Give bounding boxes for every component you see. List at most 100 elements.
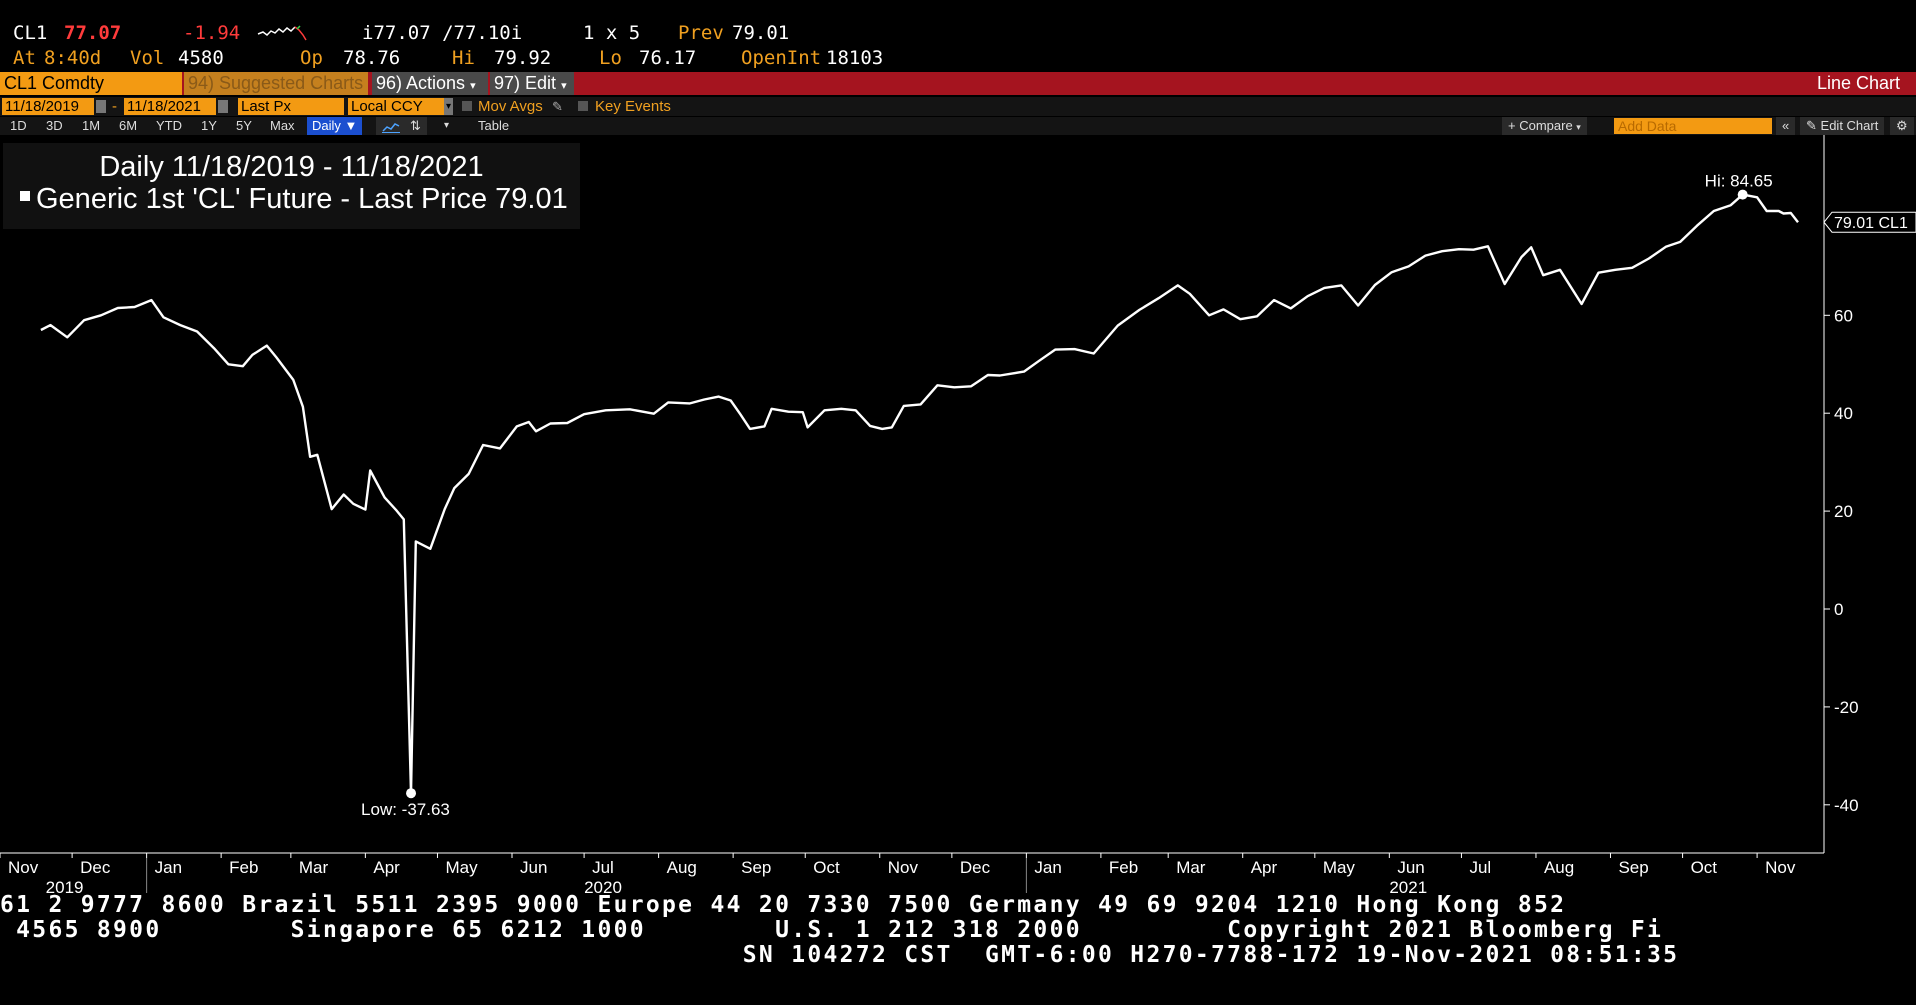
footer-line-2: 4565 8900 Singapore 65 6212 1000 U.S. 1 …: [0, 917, 1664, 943]
period-ytd[interactable]: YTD: [156, 118, 182, 133]
y-tick-label: -40: [1834, 796, 1859, 815]
mov-avgs-checkbox[interactable]: [462, 101, 472, 111]
quote-size: 1 x 5: [583, 22, 641, 44]
vol-label: Vol: [130, 47, 165, 69]
quote-header: CL1 77.07 -1.94 i77.07 /77.10i 1 x 5 Pre…: [0, 0, 1916, 72]
price-field[interactable]: Last Px: [238, 98, 344, 115]
chevron-down-icon[interactable]: ▾: [444, 120, 450, 131]
quote-time: 8:40d: [44, 47, 102, 69]
key-events-label: Key Events: [595, 98, 671, 115]
collapse-icon[interactable]: «: [1776, 117, 1796, 135]
quote-bid-ask: i77.07 /77.10i: [362, 22, 523, 44]
calendar-icon[interactable]: [96, 100, 106, 113]
low-marker: [406, 788, 417, 799]
x-tick-label: Aug: [1544, 858, 1574, 877]
add-data-input[interactable]: Add Data: [1614, 118, 1772, 134]
year-label: 2019: [46, 878, 84, 893]
period-1y[interactable]: 1Y: [201, 118, 217, 133]
chart-settings-row: 11/18/2019 - 11/18/2021 Last Px Local CC…: [0, 97, 1916, 116]
x-tick-label: Nov: [888, 858, 919, 877]
y-tick-label: 20: [1834, 502, 1853, 521]
y-tick-label: 40: [1834, 404, 1853, 423]
edit-menu[interactable]: 97) Edit ▾: [490, 72, 574, 95]
x-tick-label: May: [445, 858, 478, 877]
candle-chart-icon[interactable]: ⇅: [404, 117, 427, 135]
frequency-select[interactable]: Daily ▼: [307, 117, 363, 135]
legend-series-label: Generic 1st 'CL' Future - Last Price 79.…: [36, 183, 568, 215]
footer-line-1: 61 2 9777 8600 Brazil 5511 2395 9000 Eur…: [0, 892, 1567, 918]
x-tick-label: May: [1323, 858, 1356, 877]
legend-series: Generic 1st 'CL' Future - Last Price 79.…: [20, 183, 568, 216]
x-tick-label: Jul: [592, 858, 614, 877]
sparkline-icon: [257, 25, 307, 41]
x-tick-label: Nov: [1765, 858, 1796, 877]
x-tick-label: Jun: [520, 858, 547, 877]
key-events-checkbox[interactable]: [578, 101, 588, 111]
period-1m[interactable]: 1M: [82, 118, 101, 133]
quote-openint: 18103: [826, 47, 884, 69]
currency-field[interactable]: Local CCY: [348, 98, 444, 115]
hi-marker: [1737, 189, 1748, 200]
function-bar: CL1 Comdty 94) Suggested Charts 96) Acti…: [0, 72, 1916, 95]
quote-ticker: CL1: [13, 22, 48, 44]
gear-icon[interactable]: ⚙: [1890, 117, 1914, 135]
frequency-label: Daily: [312, 118, 341, 133]
compare-button[interactable]: + Compare ▾: [1502, 117, 1587, 135]
date-separator: -: [112, 98, 117, 115]
chart-legend: Daily 11/18/2019 - 11/18/2021 Generic 1s…: [3, 143, 580, 229]
x-tick-label: Sep: [1618, 858, 1648, 877]
table-button[interactable]: Table: [478, 118, 510, 133]
period-5y[interactable]: 5Y: [236, 118, 252, 133]
security-field[interactable]: CL1 Comdty: [0, 72, 182, 95]
actions-label: 96) Actions: [376, 73, 466, 93]
x-tick-label: Mar: [1176, 858, 1206, 877]
quote-op: 78.76: [343, 47, 401, 69]
period-max[interactable]: Max: [270, 118, 295, 133]
quote-vol: 4580: [178, 47, 224, 69]
period-3d[interactable]: 3D: [46, 118, 63, 133]
chevron-down-icon: ▾: [561, 80, 567, 92]
pencil-icon[interactable]: ✎: [552, 99, 563, 114]
end-date-field[interactable]: 11/18/2021: [124, 98, 216, 115]
x-tick-label: Jun: [1397, 858, 1424, 877]
lo-label: Lo: [599, 47, 622, 69]
x-tick-label: Jan: [1034, 858, 1061, 877]
edit-label: 97) Edit: [494, 73, 557, 93]
suggested-charts-button[interactable]: 94) Suggested Charts: [184, 72, 368, 95]
y-tick-label: -20: [1834, 698, 1859, 717]
quote-last: 77.07: [64, 22, 122, 44]
price-chart[interactable]: -40 -20 0 20 40 60 Nov Dec Jan Feb Mar Apr May Jun Jul…: [0, 135, 1916, 893]
quote-hi: 79.92: [494, 47, 552, 69]
x-tick-label: Apr: [373, 858, 400, 877]
op-label: Op: [300, 47, 323, 69]
line-chart-icon[interactable]: [376, 117, 406, 135]
x-tick-label: Sep: [741, 858, 771, 877]
calendar-icon[interactable]: [218, 100, 228, 113]
last-price-tag-label: 79.01 CL1: [1834, 215, 1908, 232]
x-tick-label: Dec: [80, 858, 111, 877]
x-tick-label: Jan: [155, 858, 182, 877]
chevron-down-icon: ▾: [470, 80, 476, 92]
y-tick-label: 60: [1834, 306, 1853, 325]
hi-label: Hi: 84.65: [1705, 172, 1773, 191]
period-1d[interactable]: 1D: [10, 118, 27, 133]
x-tick-label: Feb: [1109, 858, 1138, 877]
year-label: 2021: [1389, 878, 1427, 893]
x-tick-label: Dec: [960, 858, 991, 877]
start-date-field[interactable]: 11/18/2019: [2, 98, 94, 115]
series-color-swatch: [20, 191, 30, 202]
actions-menu[interactable]: 96) Actions ▾: [372, 72, 488, 95]
chevron-down-icon[interactable]: ▾: [444, 98, 453, 115]
openint-label: OpenInt: [741, 47, 822, 69]
edit-chart-button[interactable]: ✎ Edit Chart: [1800, 117, 1885, 135]
x-tick-label: Oct: [1691, 858, 1718, 877]
edit-chart-label: Edit Chart: [1820, 118, 1879, 133]
chart-type-label: Line Chart: [1816, 73, 1900, 93]
pencil-icon: ✎: [1806, 118, 1817, 133]
x-tick-label: Feb: [229, 858, 258, 877]
x-tick-label: Apr: [1251, 858, 1278, 877]
y-tick-label: 0: [1834, 600, 1843, 619]
at-label: At: [13, 47, 36, 69]
legend-title: Daily 11/18/2019 - 11/18/2021: [99, 151, 484, 183]
period-6m[interactable]: 6M: [119, 118, 138, 133]
